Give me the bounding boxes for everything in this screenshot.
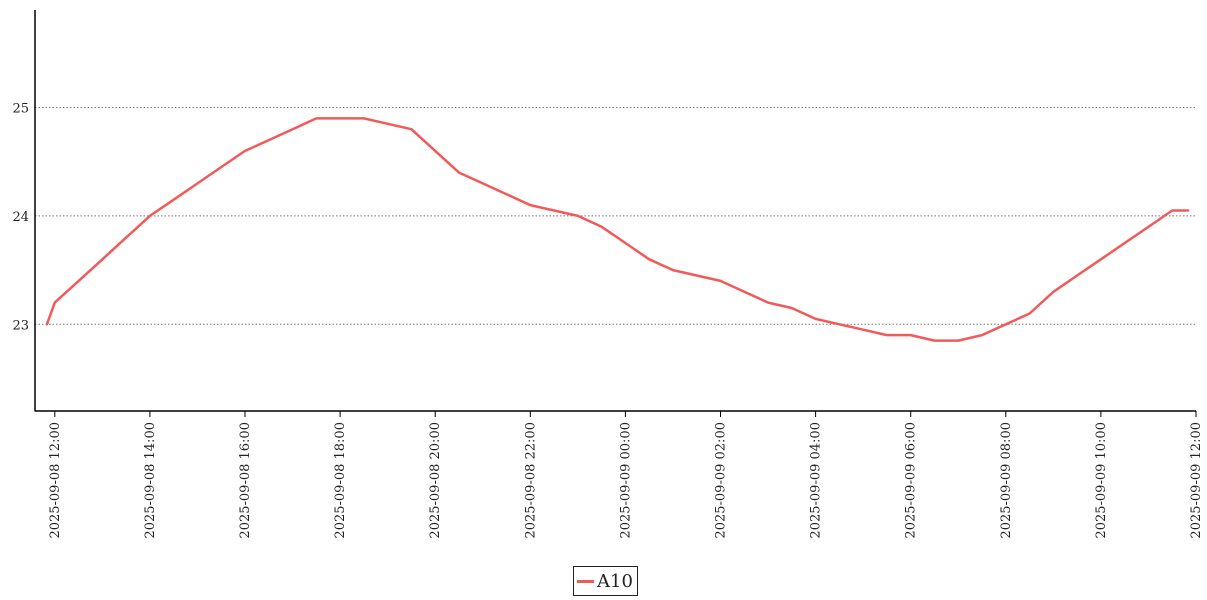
x-tick-label-11: 2025-09-09 10:00 xyxy=(1094,422,1109,539)
x-tick-label-1: 2025-09-08 14:00 xyxy=(143,422,158,539)
y-tick-label-24: 24 xyxy=(12,210,29,225)
x-tick-label-12: 2025-09-09 12:00 xyxy=(1189,422,1204,539)
x-tick-label-3: 2025-09-08 18:00 xyxy=(333,422,348,539)
grid-lines xyxy=(35,107,1196,325)
legend: A10 xyxy=(573,566,638,596)
y-tick-labels: 23 24 25 xyxy=(12,102,29,334)
x-tick-label-6: 2025-09-09 00:00 xyxy=(618,422,633,539)
x-tick-label-10: 2025-09-09 08:00 xyxy=(999,422,1014,539)
x-tick-label-9: 2025-09-09 06:00 xyxy=(904,422,919,539)
series-line-a10 xyxy=(45,117,1190,342)
y-tick-label-25: 25 xyxy=(12,102,29,117)
legend-swatch-a10 xyxy=(577,579,594,583)
x-tick-label-7: 2025-09-09 02:00 xyxy=(714,422,729,539)
x-tick-label-8: 2025-09-09 04:00 xyxy=(809,422,824,539)
axes xyxy=(34,10,1197,417)
y-tick-label-23: 23 xyxy=(12,318,29,333)
x-tick-label-5: 2025-09-08 22:00 xyxy=(523,422,538,539)
x-tick-label-2: 2025-09-08 16:00 xyxy=(238,422,253,539)
legend-label-a10: A10 xyxy=(597,570,633,592)
series-lines xyxy=(45,117,1190,342)
x-tick-labels: 2025-09-08 12:00 2025-09-08 14:00 2025-09-… xyxy=(48,422,1204,539)
x-tick-label-0: 2025-09-08 12:00 xyxy=(48,422,63,539)
x-tick-label-4: 2025-09-08 20:00 xyxy=(428,422,443,539)
